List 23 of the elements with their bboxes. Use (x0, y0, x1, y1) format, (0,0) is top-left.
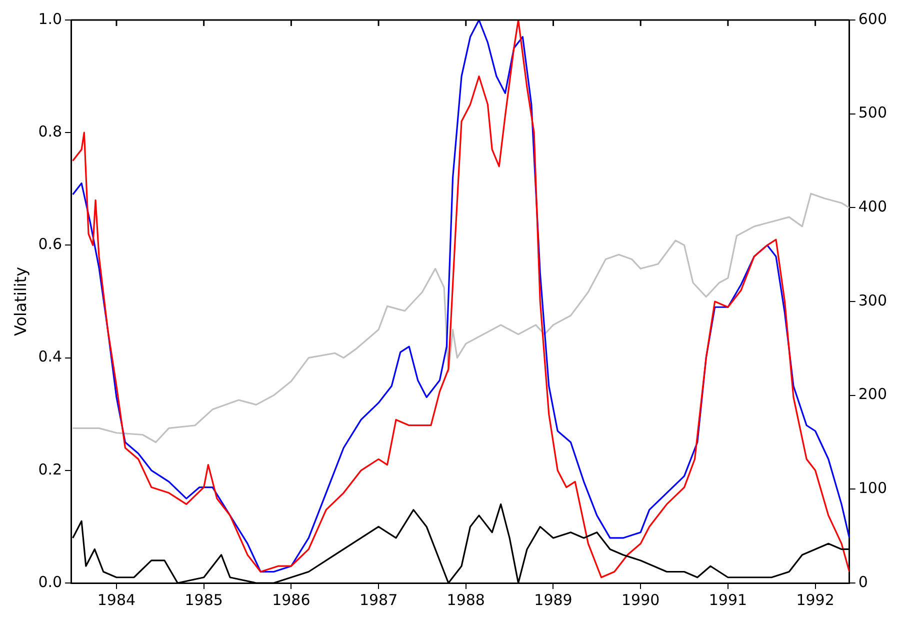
y2-tick-label: 400 (858, 198, 888, 216)
x-tick-label: 1984 (97, 590, 136, 609)
y2-tick-label: 300 (858, 291, 888, 310)
y-tick-label: 0.6 (38, 235, 62, 254)
x-tick-label: 1987 (359, 590, 398, 609)
y2-tick-label: 600 (858, 10, 888, 28)
y2-tick-label: 0 (858, 572, 868, 591)
x-tick-label: 1991 (708, 590, 748, 609)
y-tick-label: 1.0 (38, 10, 62, 28)
x-tick-label: 1990 (622, 590, 660, 609)
y2-tick-label: 500 (858, 104, 888, 122)
y2-tick-label: 200 (858, 385, 888, 404)
y-tick-label: 0.8 (38, 122, 62, 140)
x-tick-label: 1985 (184, 590, 223, 609)
x-tick-label: 1988 (446, 590, 485, 609)
y-tick-label: 0.2 (38, 460, 62, 478)
y-axis-title: Volatility (10, 266, 30, 336)
x-tick-label: 1989 (534, 590, 572, 609)
x-tick-label: 1986 (272, 590, 310, 609)
y-tick-label: 0.0 (38, 572, 62, 591)
x-tick-label: 1992 (796, 590, 834, 609)
y-tick-label: 0.4 (38, 348, 62, 366)
y2-tick-label: 100 (858, 479, 888, 498)
